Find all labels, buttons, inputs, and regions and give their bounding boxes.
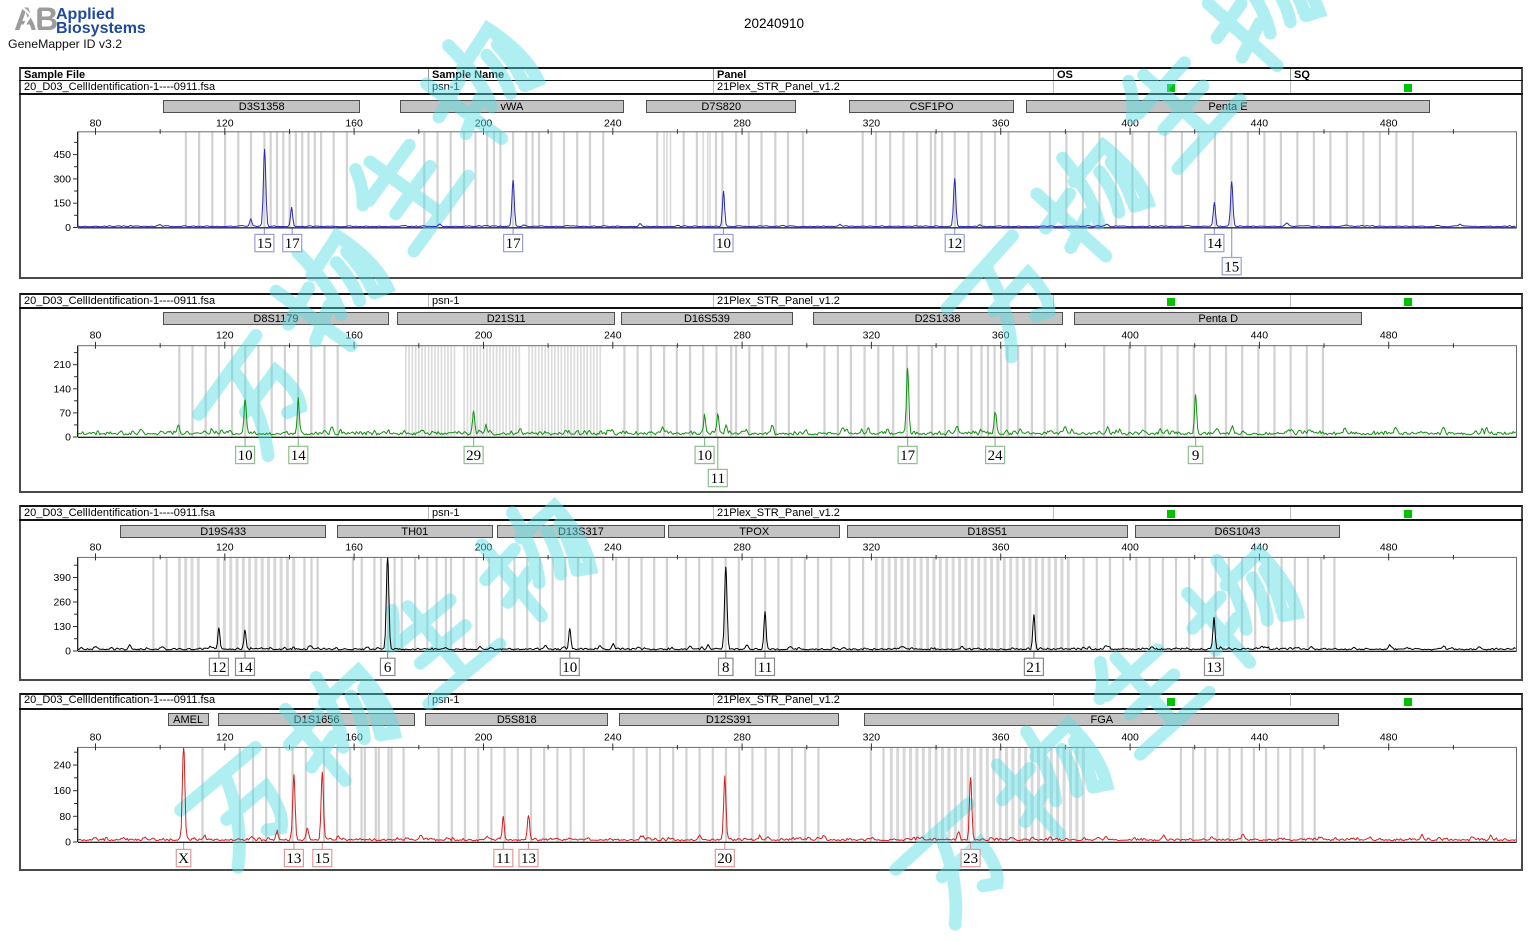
svg-text:Applied: Applied bbox=[56, 6, 115, 23]
svg-text:Biosystems: Biosystems bbox=[56, 20, 146, 37]
svg-text:GeneMapper ID v3.2: GeneMapper ID v3.2 bbox=[8, 37, 122, 51]
